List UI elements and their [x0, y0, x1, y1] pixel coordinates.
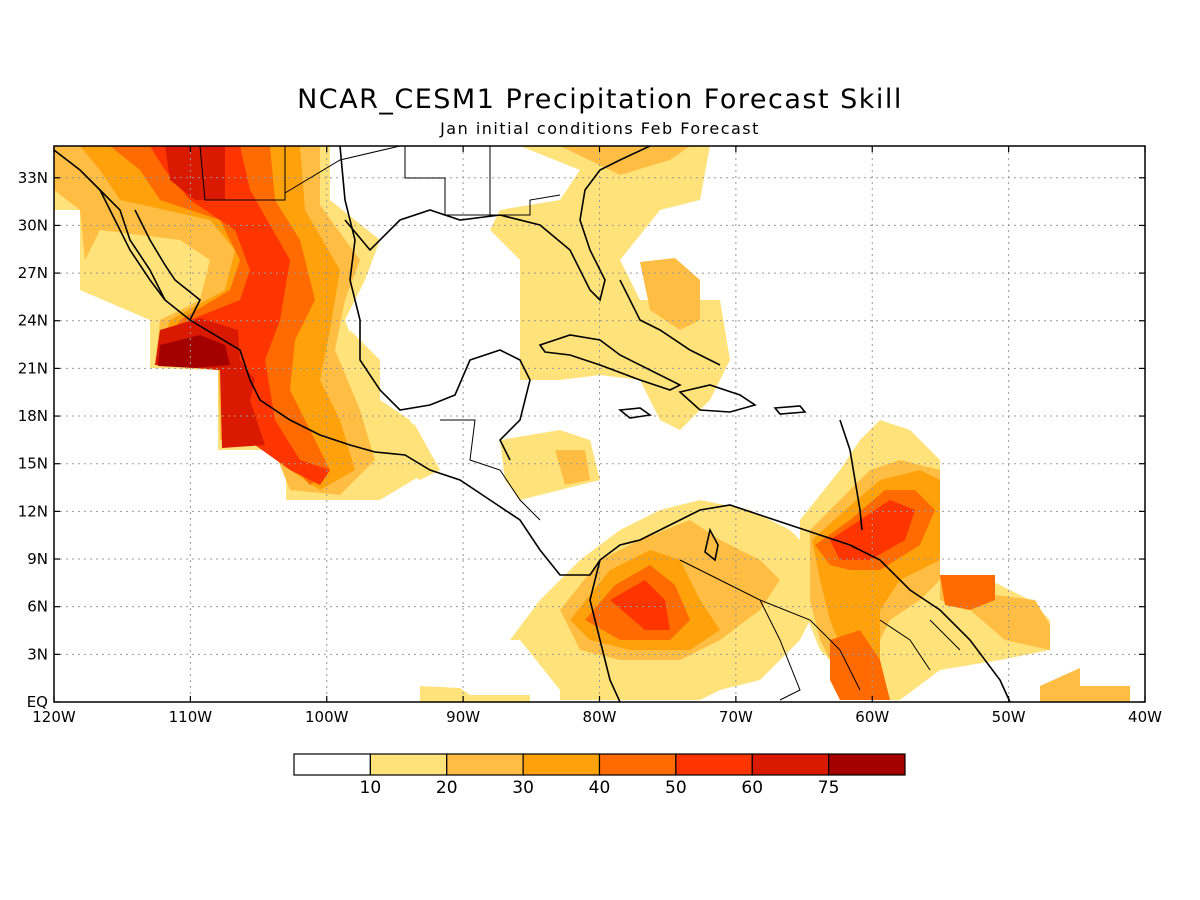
- skill-area-georgia: [560, 146, 690, 175]
- x-tick-label: 100W: [305, 708, 349, 726]
- coast-lake-maracaibo: [704, 527, 719, 562]
- skill-area-brazil-lower: [830, 630, 890, 700]
- map-title: NCAR_CESM1 Precipitation Forecast Skill: [297, 84, 903, 115]
- x-tick-label: 40W: [1128, 708, 1162, 726]
- coast-gulf: [339, 146, 531, 461]
- y-tick-label: 12N: [18, 502, 48, 520]
- x-tick-label: 80W: [583, 708, 617, 726]
- colorbar-swatch: [522, 753, 601, 776]
- y-tick-label: 6N: [27, 598, 48, 616]
- colorbar-swatch: [598, 753, 677, 776]
- colorbar-swatch: [751, 753, 830, 776]
- skill-area-amazon-east: [1040, 668, 1130, 702]
- skill-area-mexico-crimson: [155, 146, 265, 448]
- colorbar-legend: 10 20 30 40 50 60 75: [293, 753, 906, 798]
- skill-area-ecuador-bottom: [420, 686, 530, 702]
- y-tick-label: 33N: [18, 169, 48, 187]
- coast-antilles: [839, 419, 863, 531]
- skill-area-mexico-maroon: [158, 335, 230, 368]
- x-axis: 120W 110W 100W 90W 80W 70W 60W 50W 40W: [32, 146, 1162, 726]
- colorbar-label: 60: [741, 778, 763, 798]
- x-tick-label: 60W: [855, 708, 889, 726]
- colorbar-swatch: [828, 753, 906, 776]
- y-tick-label: EQ: [27, 693, 48, 711]
- skill-area-guiana-dark: [940, 575, 995, 610]
- coast-us-gulf: [344, 146, 651, 302]
- colorbar-swatch: [675, 753, 753, 776]
- colorbar-swatch: [369, 753, 448, 776]
- x-tick-label: 110W: [169, 708, 213, 726]
- y-tick-label: 30N: [18, 216, 48, 234]
- y-tick-label: 21N: [18, 359, 48, 377]
- skill-area-colombia-red: [610, 580, 670, 630]
- coast-mexico-west: [54, 149, 661, 576]
- x-tick-label: 90W: [446, 708, 480, 726]
- y-tick-label: 3N: [27, 645, 48, 663]
- x-tick-label: 70W: [719, 708, 753, 726]
- skill-area-mexico-red: [150, 146, 330, 485]
- colorbar-swatch: [446, 753, 524, 776]
- coastlines: [54, 146, 1011, 702]
- colorbar-label: 30: [512, 778, 534, 798]
- coast-puerto-rico: [773, 405, 807, 415]
- skill-area-honduras: [555, 450, 590, 485]
- colorbar-swatch: [293, 753, 371, 776]
- y-tick-label: 27N: [18, 264, 48, 282]
- skill-area-bahamas: [640, 258, 700, 330]
- coast-south-america: [589, 504, 1011, 702]
- colorbar-label: 10: [360, 778, 382, 798]
- skill-shading: [54, 146, 1130, 702]
- colorbar-label: 20: [436, 778, 458, 798]
- y-tick-label: 18N: [18, 407, 48, 425]
- coast-baja: [99, 189, 202, 321]
- x-tick-label: 50W: [992, 708, 1026, 726]
- coast-jamaica: [617, 407, 653, 419]
- skill-area-florida: [490, 146, 730, 430]
- grid-lines: [54, 146, 1145, 702]
- colorbar-label: 75: [818, 778, 840, 798]
- coast-hispaniola: [678, 384, 757, 413]
- colorbar-label: 40: [589, 778, 611, 798]
- skill-area-caribbean-light: [350, 330, 440, 480]
- y-tick-label: 9N: [27, 550, 48, 568]
- y-axis: EQ 3N 6N 9N 12N 15N 18N 21N 24N 27N 30N 33N: [18, 169, 1145, 711]
- coast-bahamas: [619, 279, 721, 366]
- borders: [54, 146, 961, 701]
- x-tick-label: 120W: [32, 708, 76, 726]
- colorbar-label: 50: [665, 778, 687, 798]
- y-tick-label: 24N: [18, 312, 48, 330]
- coast-cuba: [538, 334, 682, 391]
- y-tick-label: 15N: [18, 455, 48, 473]
- map-subtitle: Jan initial conditions Feb Forecast: [440, 119, 760, 138]
